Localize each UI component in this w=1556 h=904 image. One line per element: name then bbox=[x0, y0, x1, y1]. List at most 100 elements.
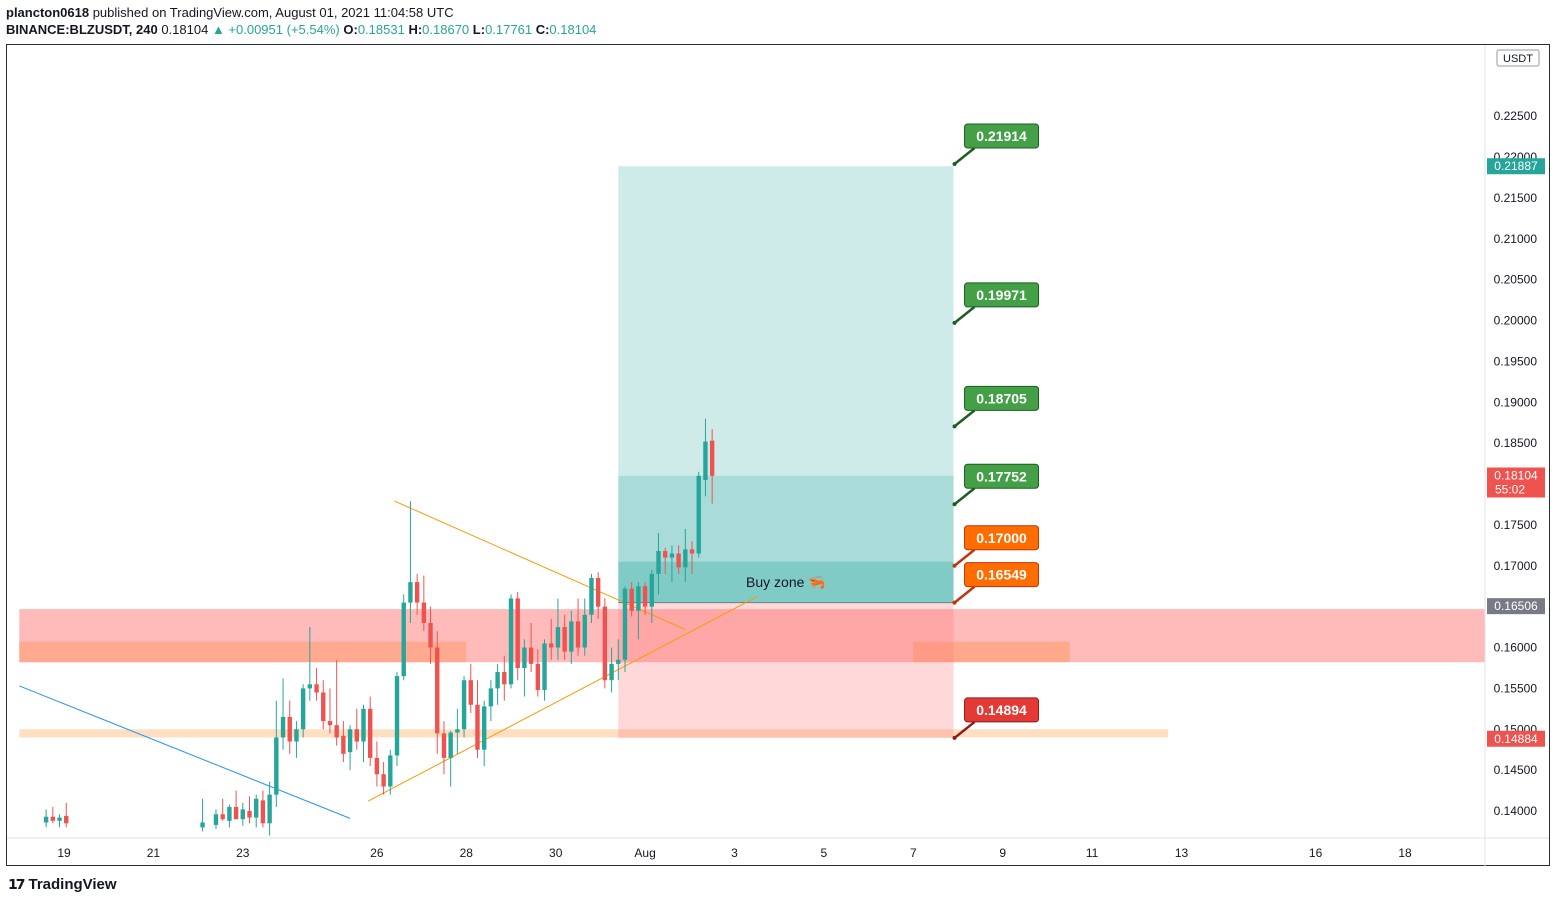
candle bbox=[461, 676, 467, 738]
candle-body bbox=[475, 704, 480, 750]
callout-anchor bbox=[952, 563, 957, 568]
price-label-text: 0.21887 bbox=[1494, 159, 1538, 173]
callout-price: 0.17000 bbox=[976, 530, 1027, 546]
callout-box bbox=[964, 525, 1040, 551]
candle-body bbox=[287, 717, 292, 742]
candle bbox=[455, 708, 460, 754]
candle bbox=[602, 598, 608, 689]
currency-badge: USDT bbox=[1496, 49, 1540, 67]
candle-body bbox=[274, 737, 279, 795]
candle-body bbox=[435, 647, 440, 734]
y-tick-label: 0.15500 bbox=[1494, 681, 1538, 695]
x-tick-label: 13 bbox=[1175, 846, 1189, 860]
candle-body bbox=[488, 688, 494, 707]
level-callout: 0.21914 bbox=[952, 123, 1040, 167]
candle bbox=[535, 649, 541, 697]
candle bbox=[254, 794, 259, 828]
callout-anchor bbox=[952, 502, 957, 507]
callout-pointer bbox=[953, 585, 976, 604]
candle bbox=[200, 798, 205, 832]
candle bbox=[414, 573, 420, 615]
low-value: 0.17761 bbox=[485, 22, 533, 37]
candle-body bbox=[401, 602, 406, 677]
close-label: C: bbox=[535, 22, 550, 37]
candle bbox=[347, 725, 353, 771]
candle bbox=[314, 667, 319, 701]
candle-body bbox=[233, 806, 239, 820]
candle bbox=[227, 804, 232, 828]
candle-body bbox=[703, 441, 708, 480]
callout-box bbox=[964, 123, 1040, 149]
candle-body bbox=[260, 800, 266, 824]
candle-body bbox=[455, 729, 460, 733]
candle bbox=[307, 627, 313, 701]
x-tick-label: 7 bbox=[910, 846, 917, 860]
candle-body bbox=[589, 578, 594, 615]
candle bbox=[408, 501, 413, 623]
candle bbox=[656, 533, 661, 595]
candle-body bbox=[307, 684, 313, 689]
price-label-box bbox=[1487, 158, 1545, 175]
candle bbox=[555, 598, 561, 660]
x-tick-label: 19 bbox=[57, 846, 71, 860]
currency-box bbox=[1496, 49, 1540, 67]
level-callout: 0.16549 bbox=[952, 562, 1040, 605]
candle bbox=[374, 741, 380, 787]
callout-box bbox=[964, 282, 1040, 308]
candle-body bbox=[394, 676, 400, 756]
buy-zone bbox=[618, 561, 954, 603]
candle bbox=[528, 622, 534, 673]
x-tick-label: 18 bbox=[1398, 846, 1412, 860]
support-core bbox=[19, 641, 467, 663]
open-value: 0.18531 bbox=[357, 22, 405, 37]
y-tick-label: 0.19500 bbox=[1494, 354, 1538, 368]
x-tick-label: 11 bbox=[1086, 846, 1099, 860]
price-label-box bbox=[1487, 598, 1545, 615]
y-tick-label: 0.14500 bbox=[1494, 763, 1538, 777]
candle bbox=[642, 582, 648, 615]
candle-body bbox=[696, 475, 701, 554]
candle-body bbox=[642, 586, 648, 607]
candle-body bbox=[709, 440, 715, 476]
triangle-lower bbox=[367, 596, 758, 802]
high-label: H: bbox=[408, 22, 423, 37]
candle-body bbox=[582, 614, 587, 648]
candle bbox=[696, 471, 701, 558]
candle bbox=[287, 700, 292, 754]
high-value: 0.18670 bbox=[422, 22, 470, 37]
callout-anchor bbox=[952, 320, 957, 325]
candle bbox=[589, 573, 594, 623]
candle bbox=[388, 749, 393, 795]
callout-box bbox=[964, 562, 1040, 588]
callout-price: 0.16549 bbox=[976, 567, 1027, 583]
level-callout: 0.14894 bbox=[952, 697, 1040, 740]
candle bbox=[401, 594, 406, 681]
callout-pointer bbox=[953, 720, 976, 739]
candle-body bbox=[213, 814, 219, 825]
callout-price: 0.18705 bbox=[976, 390, 1027, 406]
callout-price: 0.14894 bbox=[976, 702, 1027, 718]
candle bbox=[57, 814, 62, 828]
candle-body bbox=[280, 717, 286, 738]
candle-body bbox=[300, 688, 306, 730]
y-tick-label: 0.14000 bbox=[1494, 804, 1538, 818]
y-tick-label: 0.17500 bbox=[1494, 518, 1538, 532]
y-tick-label: 0.21000 bbox=[1494, 232, 1538, 246]
candle-body bbox=[64, 815, 69, 824]
chart-frame bbox=[6, 44, 1550, 866]
author-name[interactable]: plancton0618 bbox=[6, 5, 90, 20]
candle-body bbox=[549, 643, 554, 648]
candle bbox=[622, 586, 628, 673]
candle bbox=[542, 639, 547, 701]
candle bbox=[575, 598, 581, 656]
downtrend bbox=[19, 685, 351, 819]
open-label: O: bbox=[343, 22, 358, 37]
candle-body bbox=[522, 647, 527, 668]
candle-body bbox=[43, 816, 49, 823]
candle bbox=[649, 569, 655, 623]
candle-body bbox=[441, 733, 447, 758]
low-zone bbox=[19, 729, 1169, 738]
plot-area: Buy zone 🦐 bbox=[19, 166, 1485, 836]
callout-box bbox=[964, 385, 1040, 411]
